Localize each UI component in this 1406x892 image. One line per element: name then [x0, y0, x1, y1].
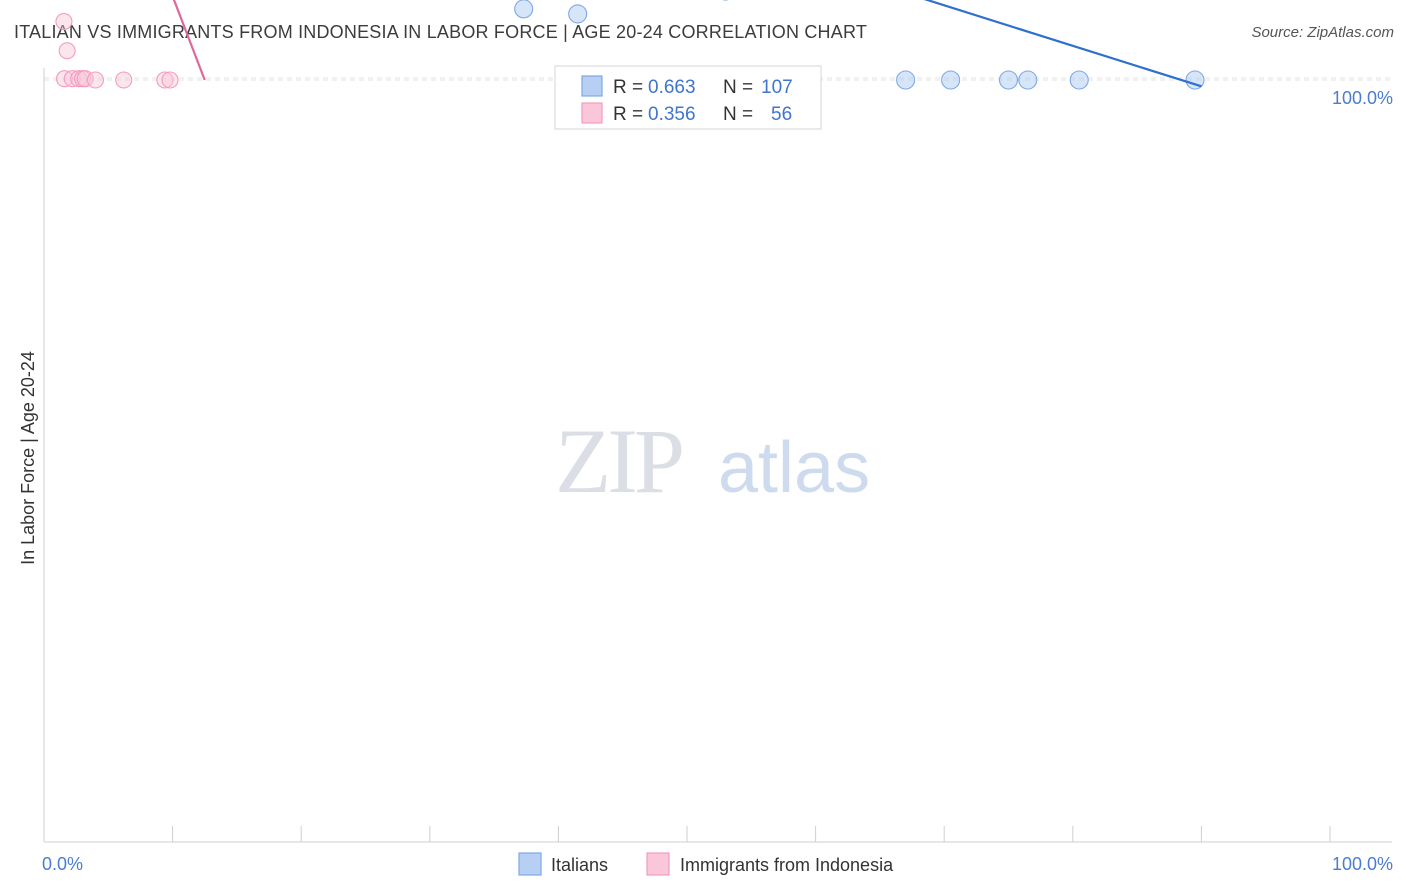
bottom-legend: Italians Immigrants from Indonesia	[518, 852, 894, 876]
axes	[43, 68, 1392, 843]
data-point	[941, 70, 961, 90]
trend-lines	[172, 0, 1202, 88]
bottom-legend-swatch-indonesia	[646, 852, 670, 876]
legend-r-label-2: R =	[613, 104, 643, 125]
legend-swatch-italians	[581, 75, 603, 97]
data-point	[86, 71, 104, 89]
data-point	[1069, 70, 1089, 90]
data-point	[568, 4, 588, 24]
data-point	[1018, 70, 1038, 90]
legend-r-value-1: 0.663	[648, 77, 696, 98]
data-point	[161, 71, 179, 89]
x-tick-labels: 0.0% 100.0%	[42, 854, 1393, 874]
chart-title: ITALIAN VS IMMIGRANTS FROM INDONESIA IN …	[14, 22, 868, 42]
legend-swatch-indonesia	[581, 102, 603, 124]
legend-n-value-2: 56	[771, 104, 792, 125]
y-tick-label: 100.0%	[1332, 88, 1393, 108]
y-tick-labels: 55.0%70.0%85.0%100.0%	[1332, 88, 1393, 108]
trend-line-italians	[923, 0, 1202, 88]
data-point	[58, 42, 76, 60]
chart-source: Source: ZipAtlas.com	[1251, 24, 1394, 41]
y-axis-label: In Labor Force | Age 20-24	[18, 351, 38, 565]
x-tick-label: 0.0%	[42, 854, 83, 874]
data-point	[896, 70, 916, 90]
legend-n-label-2: N =	[723, 104, 753, 125]
watermark-atlas: atlas	[718, 428, 870, 508]
legend-n-label-1: N =	[723, 77, 753, 98]
trend-line-indonesia	[172, 0, 206, 81]
x-tick-label: 100.0%	[1332, 854, 1393, 874]
series-indonesia	[55, 12, 179, 89]
bottom-legend-swatch-italians	[518, 852, 542, 876]
legend-r-value-2: 0.356	[648, 104, 696, 125]
data-point	[55, 12, 73, 31]
data-point	[115, 71, 133, 89]
legend-r-label-1: R =	[613, 77, 643, 98]
data-point	[1185, 70, 1205, 90]
data-point	[156, 71, 174, 89]
watermark-zip: ZIP	[555, 410, 682, 512]
legend-n-value-1: 107	[761, 77, 793, 98]
data-point	[63, 70, 81, 88]
watermark: ZIP atlas	[555, 410, 870, 512]
bottom-legend-label-indonesia: Immigrants from Indonesia	[680, 855, 894, 875]
data-point	[514, 0, 534, 19]
bottom-legend-label-italians: Italians	[551, 855, 608, 875]
data-point	[70, 70, 88, 88]
data-point	[998, 70, 1019, 90]
legend-box: R = 0.663 N = 107 R = 0.356 N = 56	[554, 65, 822, 130]
